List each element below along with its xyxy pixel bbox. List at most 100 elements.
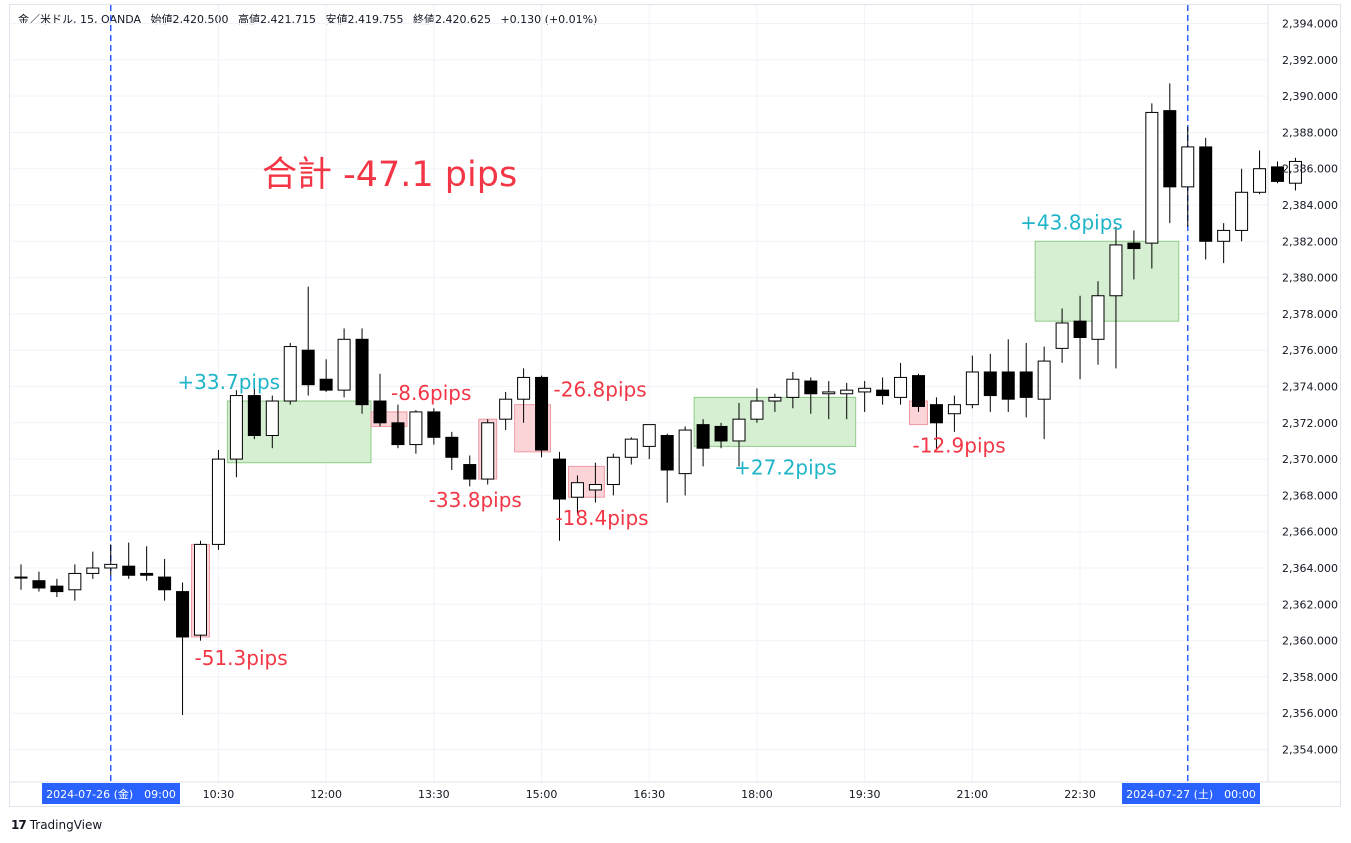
- up-candle: [642, 424, 656, 447]
- down-candle: [1271, 166, 1284, 182]
- down-candle: [1019, 371, 1033, 398]
- down-candle: [355, 338, 369, 406]
- down-candle: [912, 375, 925, 407]
- up-candle: [1181, 146, 1195, 188]
- up-candle: [337, 338, 351, 391]
- up-candle: [858, 387, 872, 393]
- down-candle: [1199, 146, 1213, 242]
- up-candle: [499, 398, 513, 420]
- price-tick-label: 2,356.000: [1282, 707, 1338, 720]
- time-tick-label: 10:30: [203, 788, 235, 801]
- up-candle: [1091, 295, 1105, 340]
- up-candle: [409, 411, 423, 446]
- chart-frame: [9, 4, 1341, 807]
- price-tick-label: 2,368.000: [1282, 489, 1338, 502]
- down-candle: [427, 411, 441, 438]
- price-tick-label: 2,374.000: [1282, 381, 1338, 394]
- brand-name: TradingView: [29, 818, 103, 832]
- price-tick-label: 2,378.000: [1282, 308, 1338, 321]
- price-tick-label: 2,382.000: [1282, 235, 1338, 248]
- down-candle: [301, 349, 315, 386]
- time-tick-label: 2024-07-26 (金) 09:00: [46, 787, 176, 801]
- down-candle: [983, 371, 997, 397]
- price-tick-label: 2,394.000: [1282, 18, 1338, 31]
- trade-result-label: +43.8pips: [1020, 210, 1123, 234]
- down-candle: [553, 458, 566, 500]
- down-candle: [158, 576, 172, 591]
- price-tick-label: 2,360.000: [1282, 635, 1338, 648]
- down-candle: [804, 380, 818, 395]
- up-candle: [14, 576, 28, 579]
- down-candle: [445, 436, 459, 458]
- open-price: 始値2,420.500: [150, 13, 229, 26]
- down-candle: [373, 400, 387, 424]
- up-candle: [517, 376, 531, 400]
- up-candle: [1037, 360, 1051, 400]
- up-candle: [86, 567, 100, 574]
- up-candle: [265, 400, 279, 437]
- up-candle: [588, 484, 602, 491]
- down-candle: [247, 395, 261, 437]
- price-change: +0.130 (+0.01%): [500, 13, 598, 26]
- up-candle: [840, 389, 854, 395]
- up-candle: [1109, 244, 1123, 297]
- price-tick-label: 2,354.000: [1282, 744, 1338, 757]
- down-candle: [714, 425, 728, 442]
- down-candle: [176, 591, 190, 638]
- candles: [14, 83, 1302, 716]
- trade-result-label: -33.8pips: [429, 488, 522, 512]
- trade-result-label: +33.7pips: [177, 370, 280, 394]
- down-candle: [660, 435, 674, 471]
- up-candle: [570, 482, 584, 498]
- up-candle: [750, 400, 764, 420]
- price-tick-label: 2,380.000: [1282, 272, 1338, 285]
- time-highlight-badge: [42, 783, 180, 804]
- price-tick-label: 2,388.000: [1282, 126, 1338, 139]
- price-axis[interactable]: 2,354.000 2,356.000 2,358.000 2,360.000 2,36…: [1282, 18, 1338, 757]
- trade-labels: -51.3pips +33.7pips -8.6pips -33.8pips -26.8…: [177, 210, 1122, 670]
- trade-result-label: +27.2pips: [734, 455, 837, 479]
- up-candle: [1217, 229, 1231, 242]
- down-candle: [1001, 371, 1015, 400]
- tradingview-logo[interactable]: 17 TradingView: [11, 818, 102, 832]
- down-candle: [876, 389, 890, 397]
- time-highlight-badge: [1122, 783, 1260, 804]
- up-candle: [1145, 111, 1159, 244]
- up-candle: [481, 422, 495, 480]
- up-candle: [104, 563, 118, 569]
- high-price: 高値2,421.715: [238, 13, 316, 26]
- down-candle: [1127, 242, 1141, 250]
- up-candle: [1055, 322, 1069, 349]
- time-tick-label: 21:00: [956, 788, 988, 801]
- up-candle: [1288, 160, 1302, 184]
- down-candle: [1073, 320, 1087, 338]
- down-candle: [391, 422, 405, 446]
- time-tick-label: 16:30: [633, 788, 665, 801]
- price-tick-label: 2,362.000: [1282, 598, 1338, 611]
- price-tick-label: 2,370.000: [1282, 453, 1338, 466]
- down-candle: [32, 580, 46, 589]
- trade-result-label: -8.6pips: [391, 381, 471, 405]
- close-price: 終値2,420.625: [412, 13, 491, 26]
- time-axis[interactable]: 2024-07-26 (金) 09:00 10:30 12:00 13:30 15:00…: [42, 783, 1260, 804]
- time-tick-label: 22:30: [1064, 788, 1096, 801]
- time-tick-label: 18:00: [741, 788, 773, 801]
- price-tick-label: 2,358.000: [1282, 671, 1338, 684]
- up-candle: [624, 438, 638, 458]
- tradingview-logo-icon: 17: [11, 818, 27, 832]
- up-candle: [965, 371, 979, 406]
- trade-result-label: -26.8pips: [554, 378, 647, 402]
- up-candle: [229, 395, 243, 460]
- up-candle: [678, 429, 692, 475]
- price-tick-label: 2,366.000: [1282, 526, 1338, 539]
- up-candle: [283, 346, 297, 402]
- time-tick-label: 19:30: [849, 788, 881, 801]
- down-candle: [929, 404, 943, 424]
- time-tick-label: 15:00: [526, 788, 558, 801]
- up-candle: [606, 456, 620, 486]
- up-candle: [1235, 191, 1249, 231]
- time-tick-label: 13:30: [418, 788, 450, 801]
- up-candle: [194, 543, 207, 636]
- price-tick-label: 2,384.000: [1282, 199, 1338, 212]
